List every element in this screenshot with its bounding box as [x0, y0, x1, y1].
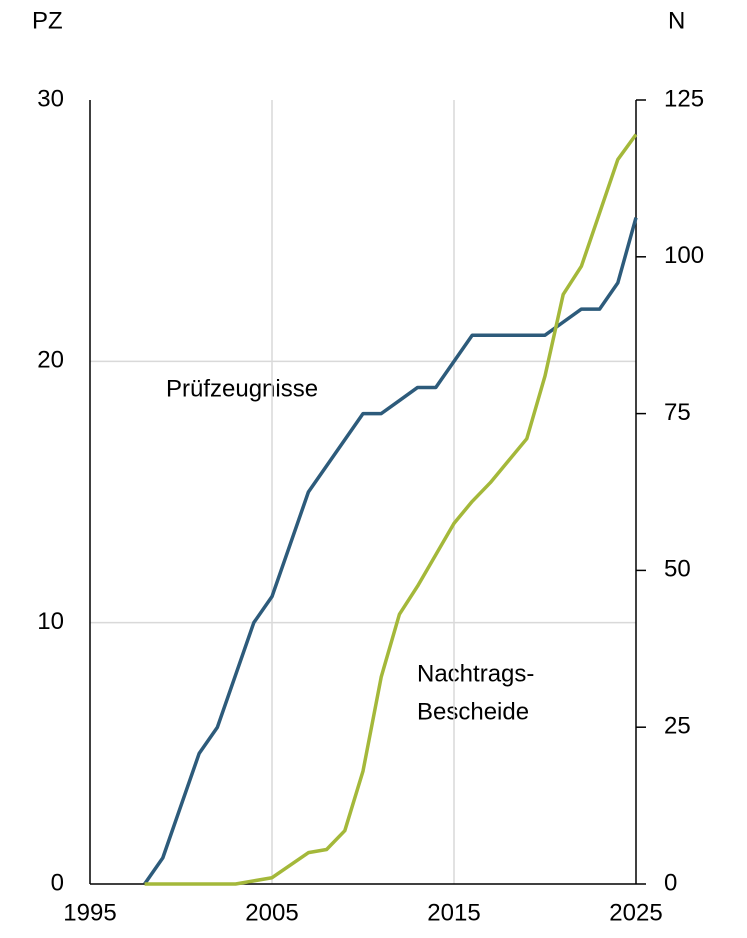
y2-axis-label: N — [668, 7, 685, 34]
annotation: Bescheide — [417, 698, 529, 725]
annotation: Nachtrags- — [417, 660, 534, 687]
y2-tick-label: 75 — [664, 399, 691, 426]
y2-tick-label: 50 — [664, 556, 691, 583]
x-tick-label: 2025 — [609, 899, 662, 926]
y2-tick-label: 100 — [664, 242, 704, 269]
line-series — [144, 133, 638, 886]
x-tick-label: 1995 — [63, 899, 116, 926]
y-axis-label: PZ — [32, 7, 63, 34]
y2-tick-label: 125 — [664, 85, 704, 112]
y-tick-label: 10 — [37, 608, 64, 635]
line-series — [143, 217, 638, 886]
annotation: Prüfzeugnisse — [166, 375, 318, 402]
x-tick-label: 2015 — [427, 899, 480, 926]
y-tick-label: 30 — [37, 85, 64, 112]
y-tick-label: 0 — [51, 869, 64, 896]
y-tick-label: 20 — [37, 347, 64, 374]
y2-tick-label: 0 — [664, 869, 677, 896]
y2-tick-label: 25 — [664, 713, 691, 740]
x-tick-label: 2005 — [245, 899, 298, 926]
